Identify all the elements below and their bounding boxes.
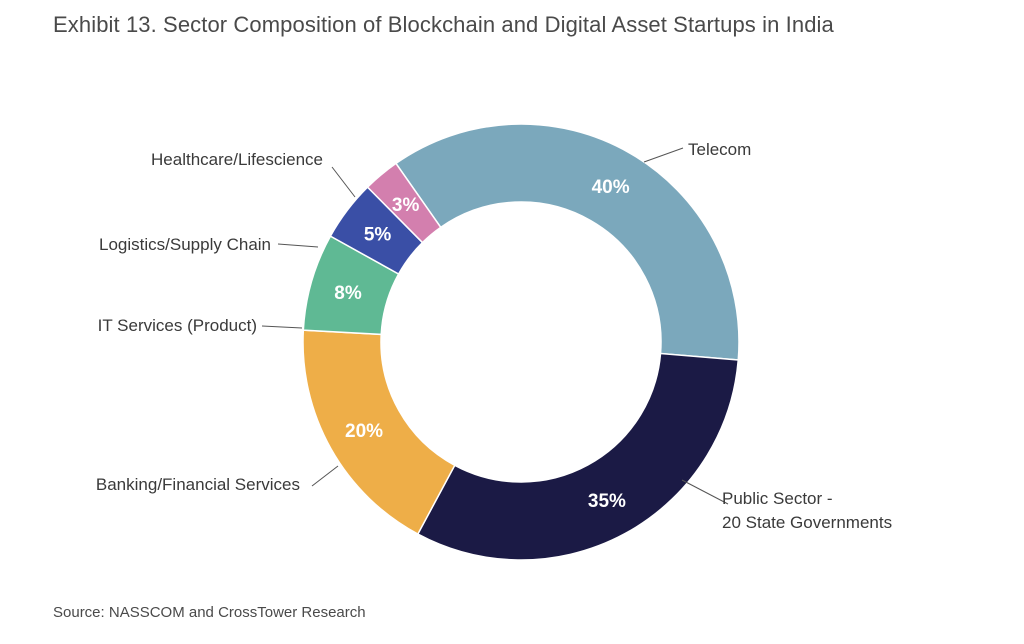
chart-title: Exhibit 13. Sector Composition of Blockc… (53, 12, 834, 37)
category-labels-group: Telecom Public Sector -20 State Governmen… (96, 140, 892, 532)
category-label: Healthcare/Lifescience (151, 150, 323, 169)
leader-line (311, 465, 339, 487)
leader-line (681, 479, 729, 505)
category-label: Telecom (688, 140, 751, 159)
category-label: Logistics/Supply Chain (99, 235, 271, 254)
category-label: IT Services (Product) (98, 316, 257, 335)
percent-label: 35% (588, 491, 626, 512)
leader-line (643, 147, 684, 163)
slice-public-sector-20-state-governments (416, 352, 740, 561)
leader-line (331, 166, 356, 198)
leader-lines-group (261, 147, 729, 505)
slices-group (302, 123, 740, 561)
percent-label: 40% (592, 177, 630, 198)
category-label: Banking/Financial Services (96, 475, 300, 494)
percent-label: 5% (364, 224, 392, 245)
donut-chart: 40% 35% 20% 8% 5%3% Telecom Public Sector -20… (96, 123, 892, 561)
leader-line (277, 243, 319, 248)
source-note: Source: NASSCOM and CrossTower Research (53, 604, 366, 621)
slice-healthcare-lifescience (366, 162, 442, 244)
slice-telecom (394, 123, 740, 361)
category-label: Public Sector -20 State Governments (722, 489, 892, 532)
percent-label: 8% (334, 283, 362, 304)
percent-labels-group: 40% 35% 20% 8% 5%3% (334, 177, 629, 512)
leader-line (261, 325, 303, 329)
percent-label: 3% (392, 195, 420, 216)
percent-label: 20% (345, 421, 383, 442)
